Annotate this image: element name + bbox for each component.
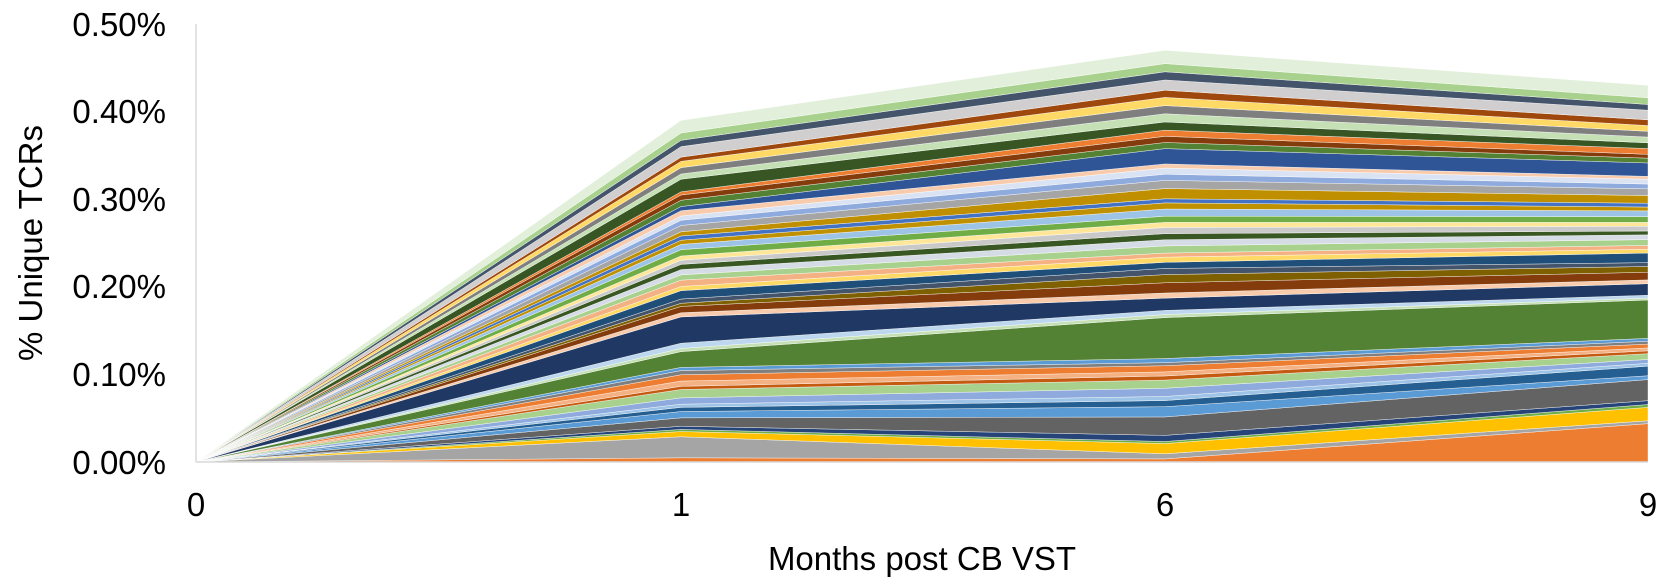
x-tick-label: 9 <box>1639 486 1657 523</box>
x-tick-label: 0 <box>187 486 205 523</box>
series-areas <box>195 50 1649 463</box>
x-tick-label: 6 <box>1156 486 1174 523</box>
series-area <box>195 50 1649 463</box>
y-tick-label: 0.40% <box>72 93 166 130</box>
y-tick-label: 0.50% <box>72 6 166 43</box>
y-tick-label: 0.10% <box>72 356 166 393</box>
x-tick-label: 1 <box>672 486 690 523</box>
y-axis-title: % Unique TCRs <box>12 125 49 361</box>
y-tick-label: 0.00% <box>72 444 166 481</box>
y-tick-label: 0.30% <box>72 181 166 218</box>
y-tick-label: 0.20% <box>72 268 166 305</box>
x-axis-title: Months post CB VST <box>768 540 1076 577</box>
